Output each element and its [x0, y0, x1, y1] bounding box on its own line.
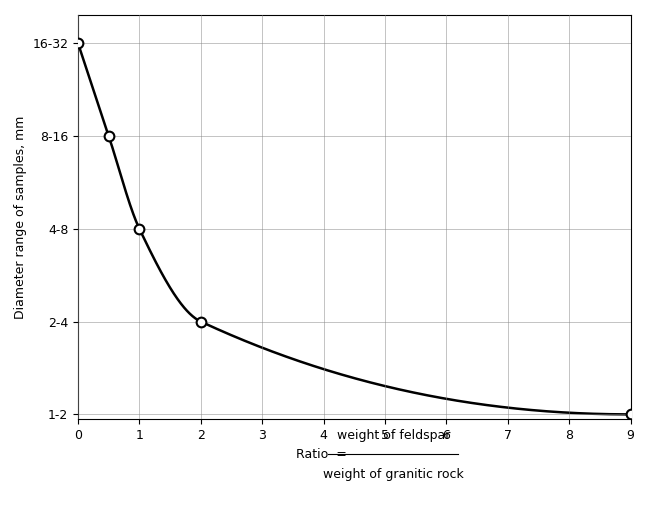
Text: weight of granitic rock: weight of granitic rock — [323, 468, 463, 480]
Text: Ratio  =: Ratio = — [296, 448, 347, 461]
Y-axis label: Diameter range of samples, mm: Diameter range of samples, mm — [14, 115, 27, 319]
Text: weight of feldspar: weight of feldspar — [337, 429, 450, 442]
